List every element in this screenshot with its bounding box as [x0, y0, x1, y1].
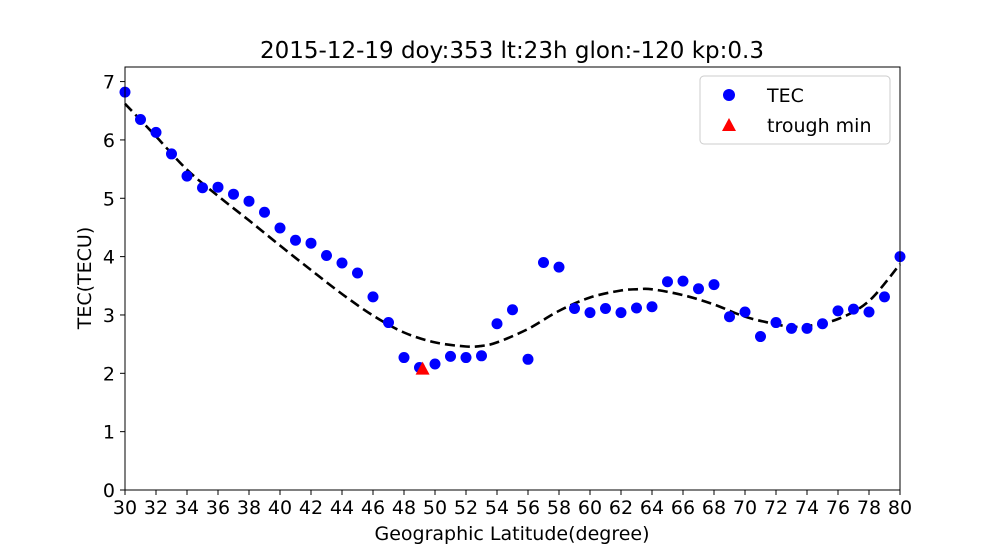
tec-point [259, 206, 270, 218]
x-tick-label: 70 [733, 497, 757, 519]
tec-point [181, 170, 193, 182]
tec-point [677, 275, 689, 287]
tec-point [646, 301, 658, 313]
plot-area [119, 86, 906, 375]
tec-point [321, 249, 332, 261]
tec-point [352, 267, 363, 279]
x-tick-label: 74 [795, 497, 819, 519]
tec-point [817, 318, 828, 330]
legend: TEC trough min [699, 75, 891, 145]
y-axis: 0 1 2 3 4 5 6 7 [103, 72, 125, 502]
tec-point [739, 306, 751, 318]
y-tick-label: 6 [103, 130, 115, 152]
tec-point [863, 306, 875, 318]
x-tick-label: 60 [578, 497, 602, 519]
tec-point [383, 317, 394, 329]
tec-point [724, 311, 735, 323]
tec-point [491, 318, 503, 330]
tec-point [786, 322, 797, 334]
x-tick-label: 54 [485, 497, 509, 519]
y-tick-label: 3 [103, 305, 115, 327]
x-tick-label: 44 [330, 497, 354, 519]
tec-point [879, 291, 890, 303]
tec-point [429, 358, 441, 370]
trough-min-marker [415, 361, 430, 375]
tec-point [460, 352, 472, 364]
tec-point [445, 350, 456, 362]
x-axis-title: Geographic Latitude(degree) [374, 523, 649, 545]
tec-point [212, 181, 224, 193]
x-tick-label: 66 [671, 497, 695, 519]
tec-point [476, 350, 487, 362]
tec-point [336, 257, 348, 269]
tec-point [522, 353, 534, 365]
tec-point [150, 126, 162, 138]
legend-trough-label: trough min [767, 115, 871, 137]
tec-point [228, 188, 239, 200]
x-tick-label: 64 [640, 497, 664, 519]
x-axis: 30 32 34 36 38 40 42 44 46 48 50 52 54 56 58 60 62 64 66 68… [113, 490, 912, 519]
x-tick-label: 30 [113, 497, 137, 519]
x-tick-label: 72 [764, 497, 788, 519]
x-tick-label: 58 [547, 497, 571, 519]
tec-point [848, 303, 859, 315]
y-tick-label: 4 [103, 247, 115, 269]
tec-point [770, 317, 782, 329]
legend-box [699, 75, 891, 145]
y-tick-label: 5 [103, 188, 115, 210]
x-tick-label: 32 [144, 497, 168, 519]
axes-frame [124, 66, 901, 491]
tec-point [600, 303, 611, 315]
y-tick-label: 2 [103, 363, 115, 385]
tec-point [708, 279, 720, 291]
tec-point [755, 331, 766, 343]
chart-title: 2015-12-19 doy:353 lt:23h glon:-120 kp:0… [260, 38, 764, 64]
tec-point [135, 114, 146, 126]
tec-point [197, 182, 208, 194]
tec-point [166, 148, 177, 160]
tec-point [507, 304, 518, 316]
y-tick-label: 0 [103, 480, 115, 502]
x-tick-label: 40 [268, 497, 292, 519]
tec-point [367, 291, 379, 303]
x-tick-label: 52 [454, 497, 478, 519]
x-tick-label: 76 [826, 497, 850, 519]
legend-tec-label: TEC [766, 85, 804, 107]
x-tick-label: 48 [392, 497, 416, 519]
tec-point [801, 322, 813, 334]
x-tick-label: 38 [237, 497, 261, 519]
tec-point [274, 222, 286, 234]
y-axis-title: TEC(TECU) [74, 227, 96, 331]
x-tick-label: 62 [609, 497, 633, 519]
tec-point [538, 256, 549, 268]
x-tick-label: 42 [299, 497, 323, 519]
tec-point [631, 302, 642, 314]
y-tick-label: 7 [103, 72, 115, 94]
fit-curve [124, 102, 901, 349]
x-tick-label: 34 [175, 497, 199, 519]
tec-point [243, 195, 255, 207]
x-tick-label: 50 [423, 497, 447, 519]
tec-point [398, 352, 410, 364]
x-tick-label: 68 [702, 497, 726, 519]
tec-point [615, 307, 627, 319]
tec-point [584, 307, 596, 319]
tec-point [290, 234, 301, 246]
tec-point [693, 283, 704, 295]
tec-point [553, 261, 565, 273]
x-tick-label: 56 [516, 497, 540, 519]
tec-point [832, 305, 844, 317]
x-tick-label: 46 [361, 497, 385, 519]
tec-point [305, 237, 317, 249]
x-tick-label: 78 [857, 497, 881, 519]
tec-point [569, 303, 580, 315]
y-tick-label: 1 [103, 422, 115, 444]
x-tick-label: 36 [206, 497, 230, 519]
x-tick-label: 80 [888, 497, 912, 519]
tec-point [662, 276, 673, 288]
legend-tec-marker [723, 89, 735, 101]
legend-trough-marker [722, 118, 736, 131]
